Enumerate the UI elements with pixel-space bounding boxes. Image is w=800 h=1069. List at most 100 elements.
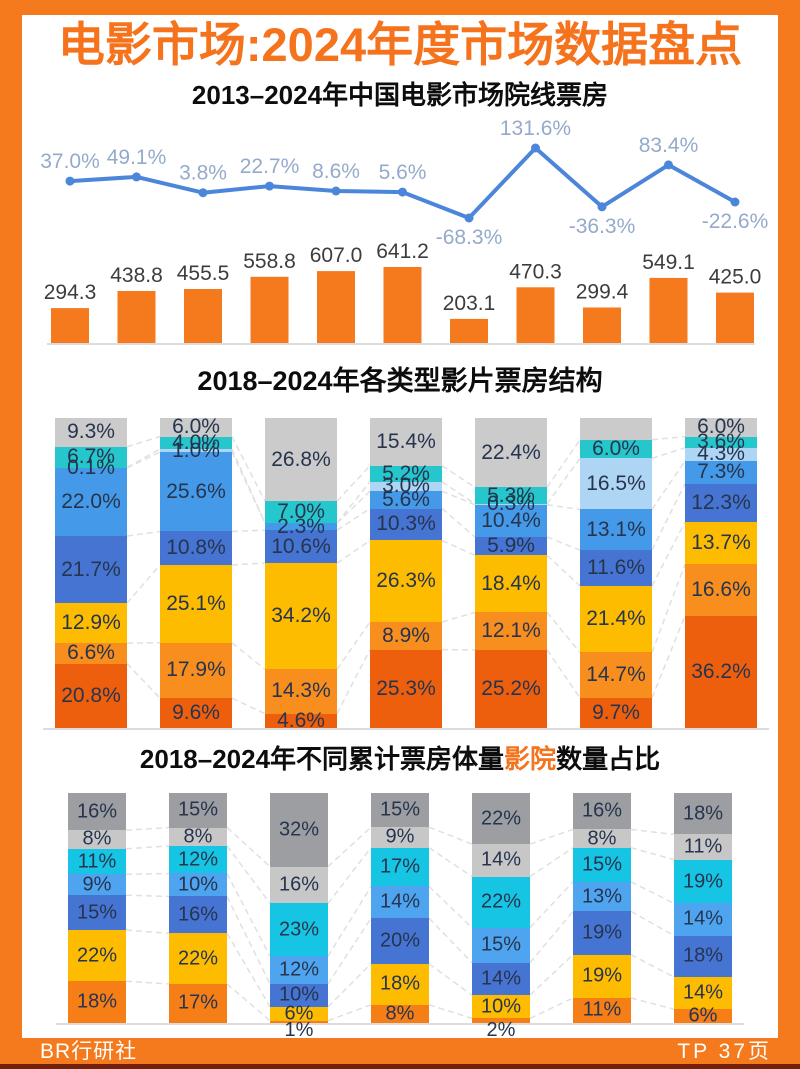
segment-value-label: 8.9% bbox=[382, 623, 430, 647]
segment-value-label: 10.6% bbox=[271, 534, 331, 558]
segment-value-label: 3.0% bbox=[382, 474, 430, 498]
segment-value-label: 12% bbox=[177, 848, 219, 871]
combo-chart-svg: 294.3 438.8 455.5 558.8 607.0 641.2 203.1 470.3… bbox=[40, 117, 768, 345]
stack-segment-teal: 7.0% bbox=[265, 500, 337, 523]
segment-value-label: 5.3% bbox=[487, 483, 535, 507]
segment-value-label: 6% bbox=[284, 1002, 314, 1025]
stack-segment-medium: 16% bbox=[169, 896, 227, 934]
stack-segment-orange: 8.9% bbox=[370, 621, 442, 650]
segment-value-label: 12.3% bbox=[691, 490, 751, 514]
segment-value-label: 11% bbox=[582, 998, 622, 1021]
growth-value-label: 131.6% bbox=[500, 117, 571, 140]
segment-value-label: 18% bbox=[379, 972, 421, 995]
stack-segment-medium: 21.7% bbox=[55, 535, 127, 604]
stack-column: 16% 8% 15% 13% 19% 19% 11% bbox=[573, 793, 631, 1023]
segment-value-label: 25.6% bbox=[166, 479, 226, 503]
stack-segment-deep: 25.3% bbox=[370, 649, 442, 728]
segment-value-label: 2.3% bbox=[277, 514, 325, 538]
stack-segment-dgray: 22% bbox=[472, 793, 530, 845]
segment-value-label: 17% bbox=[379, 855, 421, 878]
stack-segment-pale: 4.3% bbox=[685, 442, 757, 465]
box-office-bar bbox=[649, 277, 688, 343]
box-office-bar bbox=[516, 287, 555, 343]
stack-segment-yellow: 25.1% bbox=[160, 564, 232, 643]
segment-value-label: 7.3% bbox=[697, 460, 745, 484]
segment-value-label: 10.8% bbox=[166, 536, 226, 560]
bar-value-label: 294.3 bbox=[44, 281, 97, 304]
box-office-bar bbox=[250, 276, 289, 343]
stack-segment-gray: 15.4% bbox=[370, 418, 442, 466]
segment-value-label: 0.1% bbox=[67, 455, 115, 479]
growth-value-label: -68.3% bbox=[436, 226, 503, 249]
stack-column: 15% 8% 12% 10% 16% 22% 17% bbox=[169, 793, 227, 1023]
segment-value-label: 21.7% bbox=[61, 557, 121, 581]
stack-segment-teal: 5.3% bbox=[475, 484, 547, 507]
stack-segment-light: 12% bbox=[270, 956, 328, 984]
stack-segment-lgray: 9% bbox=[371, 825, 429, 848]
segment-value-label: 14.3% bbox=[271, 679, 331, 703]
segment-value-label: 16% bbox=[278, 873, 320, 896]
line-point bbox=[198, 188, 208, 198]
stack-segment-light: 25.6% bbox=[160, 452, 232, 532]
stack-segment-orange: 18% bbox=[68, 981, 126, 1023]
stack-segment-cyan: 22% bbox=[472, 876, 530, 928]
stack-segment-yellow: 6% bbox=[270, 1002, 328, 1024]
bar-value-label: 470.3 bbox=[509, 260, 562, 283]
stack-column: 15.4% 5.2% 3.0% 5.6% 10.3% 26.3% 8.9% 25.3% bbox=[370, 418, 442, 728]
segment-value-label: 21.4% bbox=[586, 607, 646, 631]
growth-value-label: 3.8% bbox=[179, 162, 227, 185]
box-office-bar bbox=[583, 307, 621, 343]
combo-chart-title: 2013–2024年中国电影市场院线票房 bbox=[191, 80, 609, 110]
box-office-bar bbox=[317, 271, 355, 343]
stack-segment-teal: 6.0% bbox=[580, 437, 652, 460]
stack-segment-medium: 20% bbox=[371, 918, 429, 964]
segment-value-label: 9.7% bbox=[592, 700, 640, 724]
stack-segment-orange: 11% bbox=[573, 997, 631, 1023]
stack-segment-orange: 6.6% bbox=[55, 641, 127, 664]
cinema-share-stacked-chart: 16% 8% 11% 9% 15% 22% 18% 15% 8% 12% 10% 16% 22% 17% 3… bbox=[56, 793, 744, 1041]
type-structure-chart-title: 2018–2024年各类型影片票房结构 bbox=[197, 366, 603, 396]
footer-brand: BR行研社 bbox=[40, 1040, 138, 1063]
cinema-share-chart-title: 2018–2024年不同累计票房体量影院数量占比 bbox=[22, 742, 778, 776]
box-office-bar bbox=[117, 291, 156, 343]
line-point bbox=[331, 186, 341, 196]
stack-segment-medium: 12.3% bbox=[685, 483, 757, 522]
segment-value-label: 36.2% bbox=[691, 659, 751, 683]
segment-value-label: 8% bbox=[183, 825, 213, 848]
stack-segment-yellow: 34.2% bbox=[265, 563, 337, 670]
segment-value-label: 18% bbox=[76, 990, 118, 1013]
stack-segment-dgray: 15% bbox=[169, 793, 227, 828]
chart-baseline bbox=[43, 728, 769, 730]
segment-value-label: 0.3% bbox=[487, 492, 535, 516]
stack-segment-yellow: 26.3% bbox=[370, 540, 442, 622]
stack-segment-light: 5.6% bbox=[370, 488, 442, 511]
stack-segment-orange: 8% bbox=[371, 1002, 429, 1024]
segment-value-label: 2% bbox=[486, 1018, 516, 1041]
stack-segment-yellow: 22% bbox=[169, 933, 227, 984]
segment-value-label: 16% bbox=[76, 800, 118, 823]
growth-value-label: 49.1% bbox=[107, 146, 167, 169]
segment-value-label: 26.3% bbox=[376, 569, 436, 593]
stack-segment-deep: 25.2% bbox=[475, 649, 547, 728]
segment-value-label: 15% bbox=[177, 798, 219, 821]
segment-value-label: 32% bbox=[278, 818, 320, 841]
stack-column: 15% 9% 17% 14% 20% 18% 8% bbox=[371, 793, 429, 1024]
bar-value-label: 438.8 bbox=[110, 264, 163, 287]
segment-value-label: 15% bbox=[480, 933, 522, 956]
bar-value-label: 299.4 bbox=[576, 281, 629, 304]
segment-value-label: 9% bbox=[385, 825, 415, 848]
segment-value-label: 20% bbox=[379, 929, 421, 952]
segment-value-label: 17% bbox=[177, 991, 219, 1014]
page-title: 电影市场:2024年度市场数据盘点 bbox=[57, 18, 743, 71]
stack-segment-yellow: 12.9% bbox=[55, 603, 127, 644]
stack-segment-cyan: 17% bbox=[371, 847, 429, 887]
stack-column: 26.8% 7.0% 2.3% 10.6% 34.2% 14.3% 4.6% bbox=[265, 418, 337, 732]
stack-segment-light: 15% bbox=[472, 927, 530, 963]
segment-value-label: 13% bbox=[581, 885, 623, 908]
segment-value-label: 14% bbox=[480, 848, 522, 871]
growth-value-label: 37.0% bbox=[40, 150, 100, 173]
line-point bbox=[664, 160, 673, 170]
stack-segment-gray bbox=[580, 418, 652, 440]
stack-segment-gray: 9.3% bbox=[55, 418, 127, 447]
